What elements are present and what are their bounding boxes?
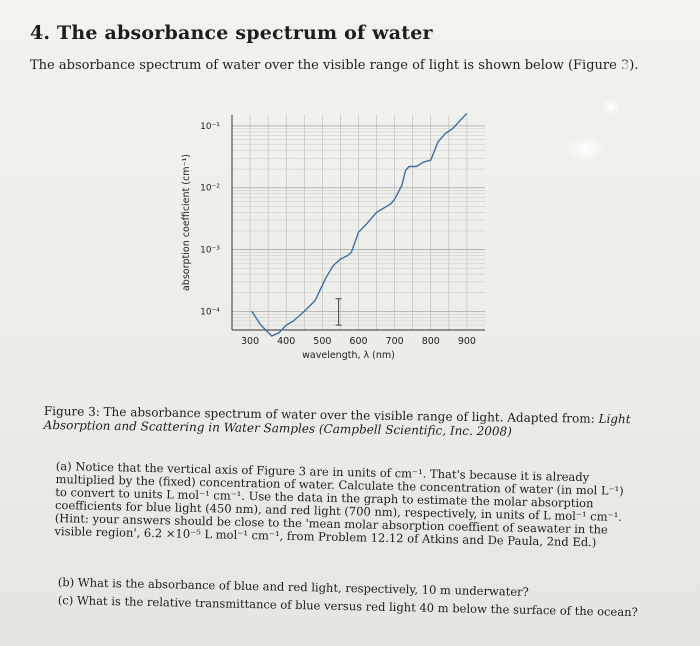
chart-labels: 300 400 500 600 700 800 900 10⁻⁴ 10⁻³ 10⁻² 10⁻¹ wav…: [181, 122, 476, 361]
light-glare: [566, 136, 606, 162]
question-intro: The absorbance spectrum of water over th…: [30, 58, 639, 73]
x-tick-label: 400: [277, 336, 295, 347]
absorbance-chart: 300 400 500 600 700 800 900 10⁻⁴ 10⁻³ 10⁻² 10⁻¹ wav…: [181, 112, 485, 361]
figure-caption: Figure 3: The absorbance spectrum of wat…: [44, 404, 644, 440]
chart-axes: [231, 115, 485, 331]
x-tick-label: 800: [422, 336, 440, 347]
y-tick-label: 10⁻¹: [200, 122, 220, 132]
y-tick-label: 10⁻⁴: [200, 307, 220, 317]
light-glare: [620, 60, 632, 72]
x-axis-label: wavelength, λ (nm): [302, 350, 395, 361]
light-glare: [602, 98, 620, 116]
x-tick-label: 600: [349, 336, 367, 347]
chart-grid: [232, 115, 485, 331]
y-tick-label: 10⁻²: [200, 184, 220, 194]
y-tick-label: 10⁻³: [200, 246, 220, 256]
question-a: (a) Notice that the vertical axis of Fig…: [54, 459, 624, 550]
chart-series: [251, 112, 468, 337]
y-axis-label: absorption coefficient (cm⁻¹): [181, 154, 192, 291]
absorbance-series-line: [251, 112, 468, 337]
x-tick-label: 500: [313, 336, 331, 347]
error-bar: [335, 298, 342, 326]
x-tick-label: 900: [458, 336, 476, 347]
question-heading: 4. The absorbance spectrum of water: [30, 22, 433, 44]
x-tick-label: 300: [241, 336, 259, 347]
x-tick-label: 700: [386, 336, 404, 347]
